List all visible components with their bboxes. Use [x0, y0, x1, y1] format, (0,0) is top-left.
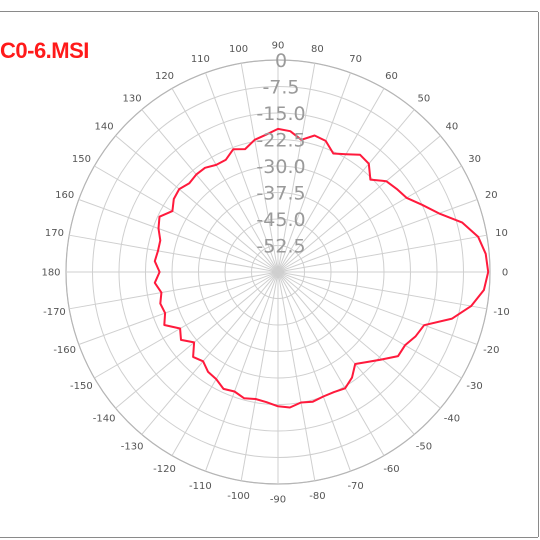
- grid-spoke: [141, 271, 279, 435]
- angle-label: -100: [227, 491, 250, 502]
- angle-label: -40: [444, 413, 460, 424]
- grid-spoke: [78, 199, 279, 273]
- radial-label: -30.0: [256, 156, 305, 178]
- grid-spoke: [94, 271, 279, 379]
- grid-spoke: [94, 165, 279, 273]
- angle-label: -120: [153, 464, 176, 475]
- grid-spoke: [277, 271, 415, 435]
- grid-spoke: [277, 271, 385, 456]
- pattern-trace: [153, 127, 490, 409]
- grid-spoke: [78, 271, 279, 345]
- angle-label: -70: [347, 481, 363, 492]
- angle-label: 150: [72, 154, 91, 165]
- grid-spoke: [277, 165, 462, 273]
- angle-label: 10: [495, 228, 508, 239]
- angle-label: -30: [466, 381, 482, 392]
- angle-label: 90: [272, 41, 285, 52]
- angle-label: -170: [43, 307, 66, 318]
- radial-label: 0: [275, 50, 287, 72]
- radial-label: -45.0: [256, 209, 305, 231]
- grid-spoke: [277, 271, 351, 472]
- grid-spoke: [171, 88, 279, 273]
- angle-label: 60: [385, 71, 398, 82]
- grid-spoke: [277, 72, 351, 273]
- angle-label: -150: [70, 381, 93, 392]
- angle-label: 0: [502, 268, 508, 279]
- grid-spoke: [277, 271, 487, 310]
- angle-label: -10: [493, 307, 509, 318]
- angle-label: 110: [191, 54, 210, 65]
- grid-spoke: [277, 109, 415, 273]
- angle-label: 120: [155, 71, 174, 82]
- grid-spoke: [69, 234, 279, 273]
- grid-spoke: [277, 88, 385, 273]
- angle-label: 40: [446, 122, 459, 133]
- radial-label: -37.5: [256, 183, 305, 205]
- radial-label: -22.5: [256, 130, 305, 152]
- angle-label: 70: [349, 54, 362, 65]
- radial-label: -15.0: [256, 103, 305, 125]
- grid-spoke: [277, 271, 441, 409]
- frame-right-border: [538, 12, 539, 537]
- chart-title: C0-6.MSI: [0, 38, 89, 63]
- radial-label: -52.5: [256, 236, 305, 258]
- frame-bottom-border: [0, 537, 538, 538]
- grid-spoke: [277, 271, 478, 345]
- angle-label: -60: [383, 464, 399, 475]
- angle-label: 30: [468, 154, 481, 165]
- angle-label: 130: [123, 94, 142, 105]
- grid-spoke: [240, 63, 279, 273]
- grid-spoke: [240, 271, 279, 481]
- grid-spoke: [277, 135, 441, 273]
- angle-label: -160: [53, 345, 76, 356]
- grid-spoke: [277, 271, 462, 379]
- angle-label: 50: [418, 94, 431, 105]
- grid-spoke: [277, 271, 316, 481]
- angle-label: -110: [189, 481, 212, 492]
- angle-label: -20: [483, 345, 499, 356]
- angle-label: 100: [229, 44, 248, 55]
- grid-spoke: [205, 72, 279, 273]
- angle-label: -50: [416, 441, 432, 452]
- angle-label: -80: [309, 491, 325, 502]
- grid-spoke: [277, 199, 478, 273]
- grid-spoke: [205, 271, 279, 472]
- grid-spoke: [141, 109, 279, 273]
- angle-label: 160: [55, 190, 74, 201]
- angle-label: 20: [485, 190, 498, 201]
- grid-spoke: [69, 271, 279, 310]
- radial-label: -7.5: [262, 77, 299, 99]
- angle-label: 180: [41, 268, 60, 279]
- grid-spoke: [171, 271, 279, 456]
- grid-spoke: [277, 63, 316, 273]
- angle-label: -130: [121, 441, 144, 452]
- angle-label: -140: [93, 413, 116, 424]
- angle-label: -90: [270, 495, 286, 506]
- grid-spoke: [277, 234, 487, 273]
- grid-spoke: [115, 271, 279, 409]
- angle-label: 80: [311, 44, 324, 55]
- frame-top-border: [0, 11, 538, 12]
- angle-label: 170: [45, 228, 64, 239]
- grid-spoke: [115, 135, 279, 273]
- angle-label: 140: [95, 122, 114, 133]
